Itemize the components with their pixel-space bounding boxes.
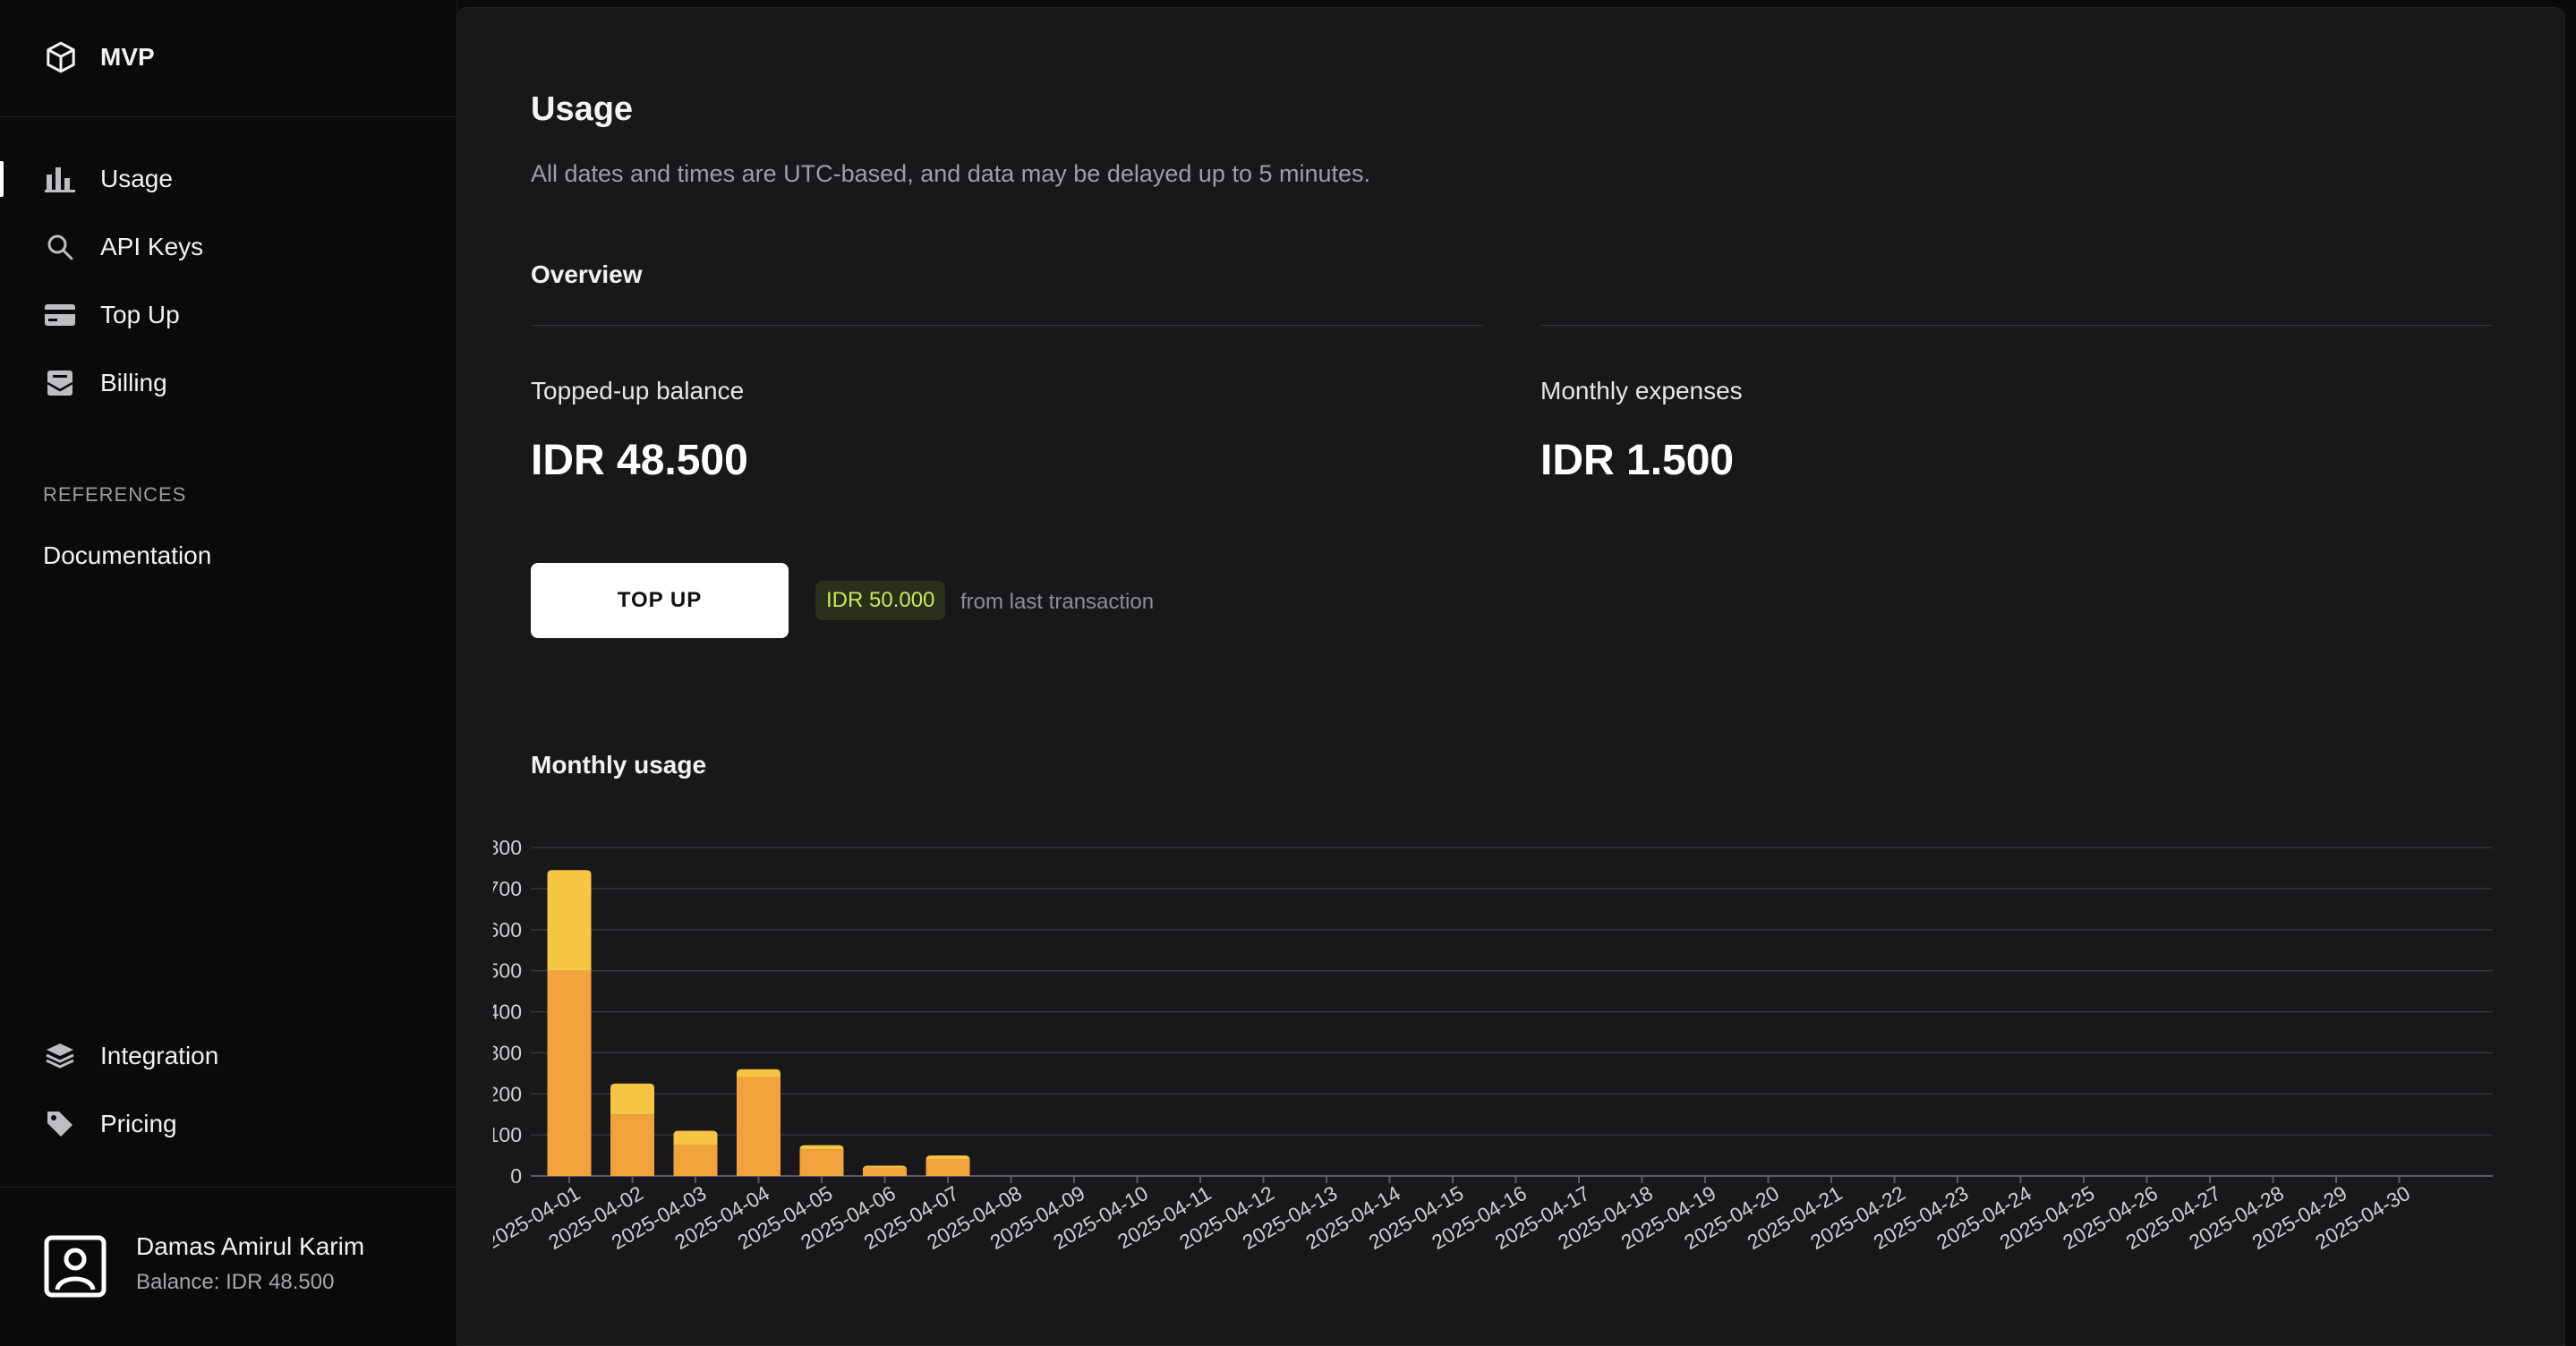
overview-heading: Overview — [531, 260, 643, 288]
sidebar-item-usage[interactable]: Usage — [0, 154, 456, 204]
balance-label: Topped-up balance — [531, 377, 745, 405]
bar-segment — [737, 1069, 780, 1078]
documentation-link[interactable]: Documentation — [43, 541, 212, 569]
user-balance: Balance: IDR 48.500 — [136, 1270, 335, 1294]
main-panel: Usage All dates and times are UTC-based,… — [456, 7, 2565, 1346]
y-tick-label: 600 — [493, 918, 522, 941]
last-transaction-badge: IDR 50.000 — [815, 581, 946, 620]
user-avatar-icon — [43, 1234, 107, 1299]
sidebar-item-label: Pricing — [100, 1110, 177, 1137]
overview-divider — [531, 325, 1483, 326]
y-tick-label: 300 — [493, 1041, 522, 1064]
bar-segment — [863, 1167, 907, 1176]
sidebar-divider — [0, 116, 456, 117]
y-tick-label: 0 — [510, 1164, 522, 1188]
y-tick-label: 700 — [493, 877, 522, 900]
top-up-button[interactable]: TOP UP — [531, 563, 789, 638]
sidebar-item-label: Top Up — [100, 301, 180, 328]
chart-title: Monthly usage — [531, 751, 707, 779]
page-title: Usage — [531, 90, 634, 128]
sidebar-item-label: Billing — [100, 369, 167, 396]
bar-segment — [673, 1145, 718, 1176]
expenses-label: Monthly expenses — [1540, 377, 1743, 405]
bar-segment — [925, 1159, 970, 1176]
bar-segment — [799, 1145, 844, 1150]
sidebar-item-integration[interactable]: Integration — [0, 1031, 456, 1081]
references-heading: REFERENCES — [43, 483, 187, 506]
brand[interactable]: MVP — [41, 36, 155, 79]
sidebar-item-label: Integration — [100, 1042, 219, 1069]
overview-divider — [1540, 325, 2493, 326]
sidebar: MVP Usage API Keys Top Up Billing REFERE… — [0, 0, 457, 1344]
y-tick-label: 100 — [493, 1123, 522, 1146]
cube-icon — [41, 38, 81, 77]
sidebar-item-billing[interactable]: Billing — [0, 358, 456, 408]
page-description: All dates and times are UTC-based, and d… — [531, 160, 1371, 187]
user-name: Damas Amirul Karim — [136, 1232, 365, 1260]
user-profile[interactable]: Damas Amirul Karim Balance: IDR 48.500 — [0, 1187, 456, 1345]
credit-card-icon — [43, 298, 77, 332]
y-tick-label: 500 — [493, 959, 522, 983]
bar-chart-icon — [43, 162, 77, 196]
sidebar-item-top-up[interactable]: Top Up — [0, 290, 456, 340]
sidebar-item-api-keys[interactable]: API Keys — [0, 222, 456, 272]
tag-icon — [43, 1107, 77, 1141]
bar-segment — [547, 970, 592, 1176]
layers-icon — [43, 1039, 77, 1073]
balance-value: IDR 48.500 — [531, 437, 748, 484]
y-tick-label: 800 — [493, 836, 522, 859]
bar-segment — [799, 1149, 844, 1176]
search-icon — [43, 230, 77, 264]
bar-segment — [547, 870, 592, 971]
sidebar-item-label: Usage — [100, 165, 173, 192]
y-tick-label: 200 — [493, 1082, 522, 1105]
invoice-icon — [43, 366, 77, 400]
y-tick-label: 400 — [493, 1001, 522, 1024]
bar-segment — [863, 1165, 907, 1171]
usage-chart: 01002003004005006007008002025-04-012025-… — [493, 836, 2493, 1254]
app-name: MVP — [100, 43, 155, 71]
bar-segment — [737, 1077, 780, 1176]
expenses-value: IDR 1.500 — [1540, 437, 1735, 484]
bar-segment — [925, 1155, 970, 1161]
sidebar-item-label: API Keys — [100, 233, 204, 260]
bar-segment — [610, 1114, 654, 1176]
bar-segment — [610, 1083, 654, 1115]
sidebar-item-pricing[interactable]: Pricing — [0, 1099, 456, 1149]
bar-segment — [673, 1130, 718, 1146]
last-transaction-note: from last transaction — [960, 590, 1155, 614]
